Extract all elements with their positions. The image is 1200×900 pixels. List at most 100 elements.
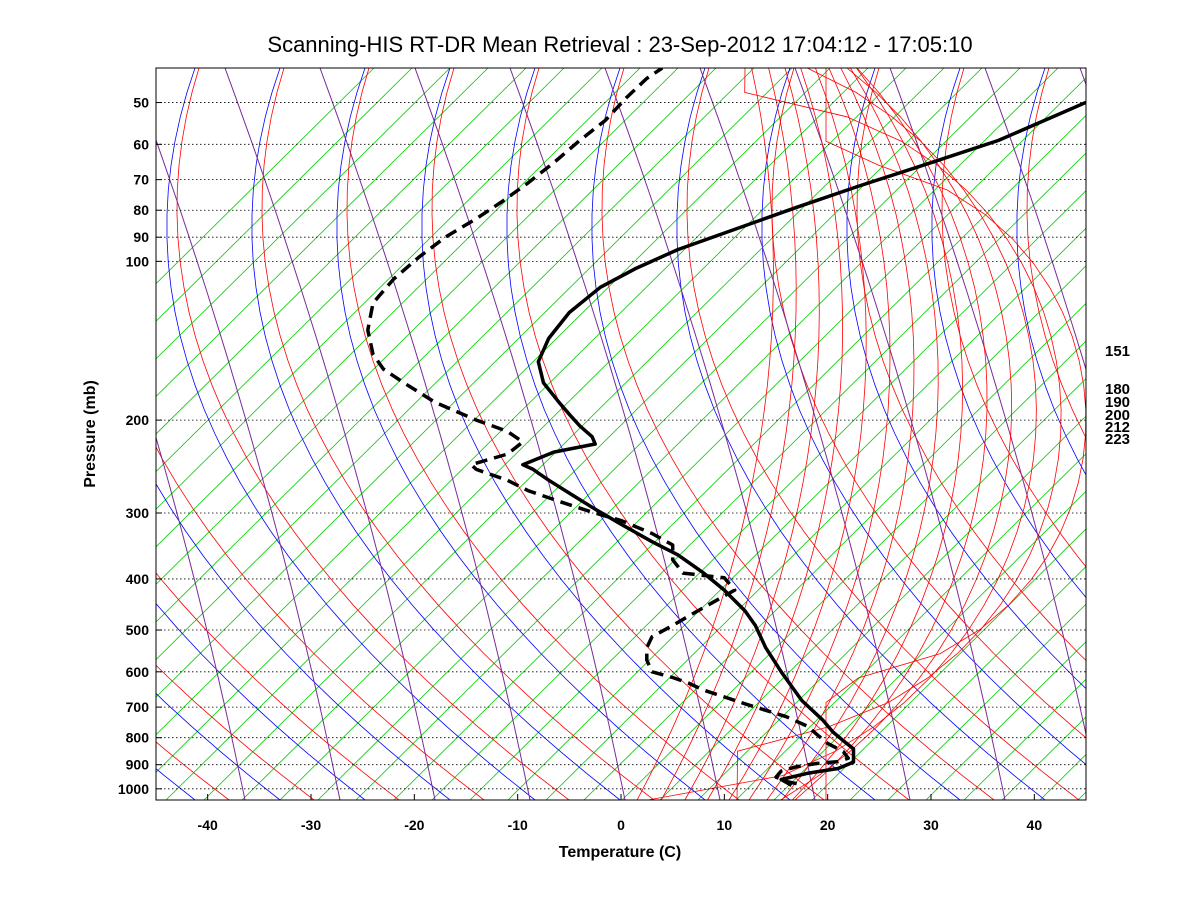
adiabat-line [604, 68, 816, 800]
moist-adiabat-line [591, 68, 961, 800]
theta-e-arc [825, 68, 1086, 800]
moist-adiabat-line [761, 68, 1086, 766]
mixing-ratio-line [156, 68, 793, 698]
mixing-ratio-line [735, 453, 1086, 800]
moist-adiabat-line [421, 68, 791, 800]
dry-adiabat-line [156, 664, 315, 800]
mixing-ratio-line [849, 565, 1086, 800]
mixing-ratio-line [431, 152, 1086, 800]
right-label: 180 [1105, 381, 1130, 398]
dry-adiabat-line [156, 741, 230, 800]
moist-adiabat-line [1187, 68, 1200, 800]
y-tick-label: 800 [126, 730, 150, 746]
adiabat-line [156, 435, 246, 800]
theta-e-arc [792, 68, 964, 800]
mixing-ratio-line [241, 68, 983, 800]
adiabat-line [0, 68, 150, 800]
right-label: 200 [1105, 407, 1130, 424]
x-axis-label: Temperature (C) [559, 844, 681, 861]
dry-adiabat-line [176, 68, 570, 800]
y-tick-label: 60 [133, 136, 149, 152]
y-tick-label: 600 [126, 664, 150, 680]
chart-title: Scanning-HIS RT-DR Mean Retrieval : 23-S… [267, 32, 972, 57]
x-tick-label: 40 [1027, 817, 1043, 833]
dry-adiabat-line [156, 446, 485, 800]
moist-adiabat-line [156, 483, 451, 800]
mixing-ratio-line [156, 68, 451, 360]
theta-e-arc [684, 68, 820, 800]
background-lines [0, 68, 1200, 800]
x-tick-label: -40 [198, 817, 218, 833]
y-tick-label: 90 [133, 229, 149, 245]
x-tick-label: 10 [717, 817, 733, 833]
right-label: 151 [1105, 343, 1130, 360]
mixing-ratio-line [1192, 68, 1200, 800]
moist-adiabat-line [0, 68, 25, 800]
x-tick-label: 0 [617, 817, 625, 833]
mixing-ratio-line [156, 68, 755, 661]
mixing-ratio-line [507, 227, 1086, 800]
mixing-ratio-line [156, 68, 603, 510]
mixing-ratio-line [621, 340, 1086, 800]
temperature-line [521, 100, 1086, 787]
moist-adiabat-line [1016, 68, 1086, 476]
x-tick-label: -30 [301, 817, 321, 833]
mixing-ratio-line [773, 490, 1086, 800]
y-tick-label: 500 [126, 622, 150, 638]
y-tick-label: 80 [133, 202, 149, 218]
moist-adiabat-line [931, 68, 1086, 599]
dry-adiabat-line [261, 68, 655, 800]
y-axis-label: Pressure (mb) [82, 380, 99, 488]
mixing-ratio-line [925, 641, 1086, 800]
mixing-ratio-line [156, 68, 831, 736]
pressure-gridlines [156, 102, 1086, 790]
theta-e-arc [794, 68, 988, 800]
adiabat-line [509, 68, 721, 800]
mixing-ratio-line [156, 68, 869, 773]
adiabat-line [984, 68, 1086, 372]
mixing-ratio-line [469, 190, 1086, 800]
mixing-ratio-line [697, 415, 1086, 800]
dry-adiabat-line [771, 68, 1086, 739]
x-tick-label: 20 [820, 817, 836, 833]
profile-lines [366, 68, 1086, 787]
mixing-ratio-line [1077, 791, 1086, 800]
mixing-ratio-line [156, 68, 679, 585]
theta-e-arc [636, 68, 774, 800]
theta-e-arc [766, 68, 915, 800]
mixing-ratio-line [156, 68, 527, 435]
mixing-ratio-line [156, 68, 375, 285]
dry-adiabat-line [686, 68, 1080, 800]
y-tick-label: 300 [126, 505, 150, 521]
mixing-ratio-line [156, 68, 717, 623]
mixing-ratio-line [156, 68, 565, 473]
adiabat-line [414, 68, 626, 800]
right-label: 223 [1105, 431, 1130, 448]
moist-adiabat-line [506, 68, 876, 800]
theta-e-arc [748, 68, 891, 800]
x-axis-ticks: -40 -30 -20 -10 0 10 20 30 40 [198, 794, 1043, 833]
adiabat-line [319, 68, 531, 800]
adiabat-line [1079, 68, 1086, 86]
mixing-ratio-line [393, 114, 1086, 800]
y-tick-label: 900 [126, 757, 150, 773]
adiabat-line [0, 68, 55, 800]
mixing-ratio-line [545, 265, 1086, 800]
theta-e-arc [780, 68, 1013, 800]
theta-e-arc [736, 68, 1062, 800]
mixing-ratio-line [165, 68, 907, 800]
moist-adiabat-line [156, 602, 366, 800]
x-tick-label: -20 [404, 817, 424, 833]
dry-adiabat-line [1026, 68, 1086, 439]
theta-e-arc [660, 68, 797, 800]
theta-e-arc [781, 68, 939, 800]
adiabat-line [1175, 68, 1200, 800]
mixing-ratio-line [887, 603, 1086, 800]
y-tick-label: 700 [126, 699, 150, 715]
adiabat-line [794, 68, 1006, 800]
mixing-ratio-line [156, 68, 489, 397]
moist-adiabat-line [166, 68, 536, 800]
theta-e-arc [728, 68, 867, 800]
